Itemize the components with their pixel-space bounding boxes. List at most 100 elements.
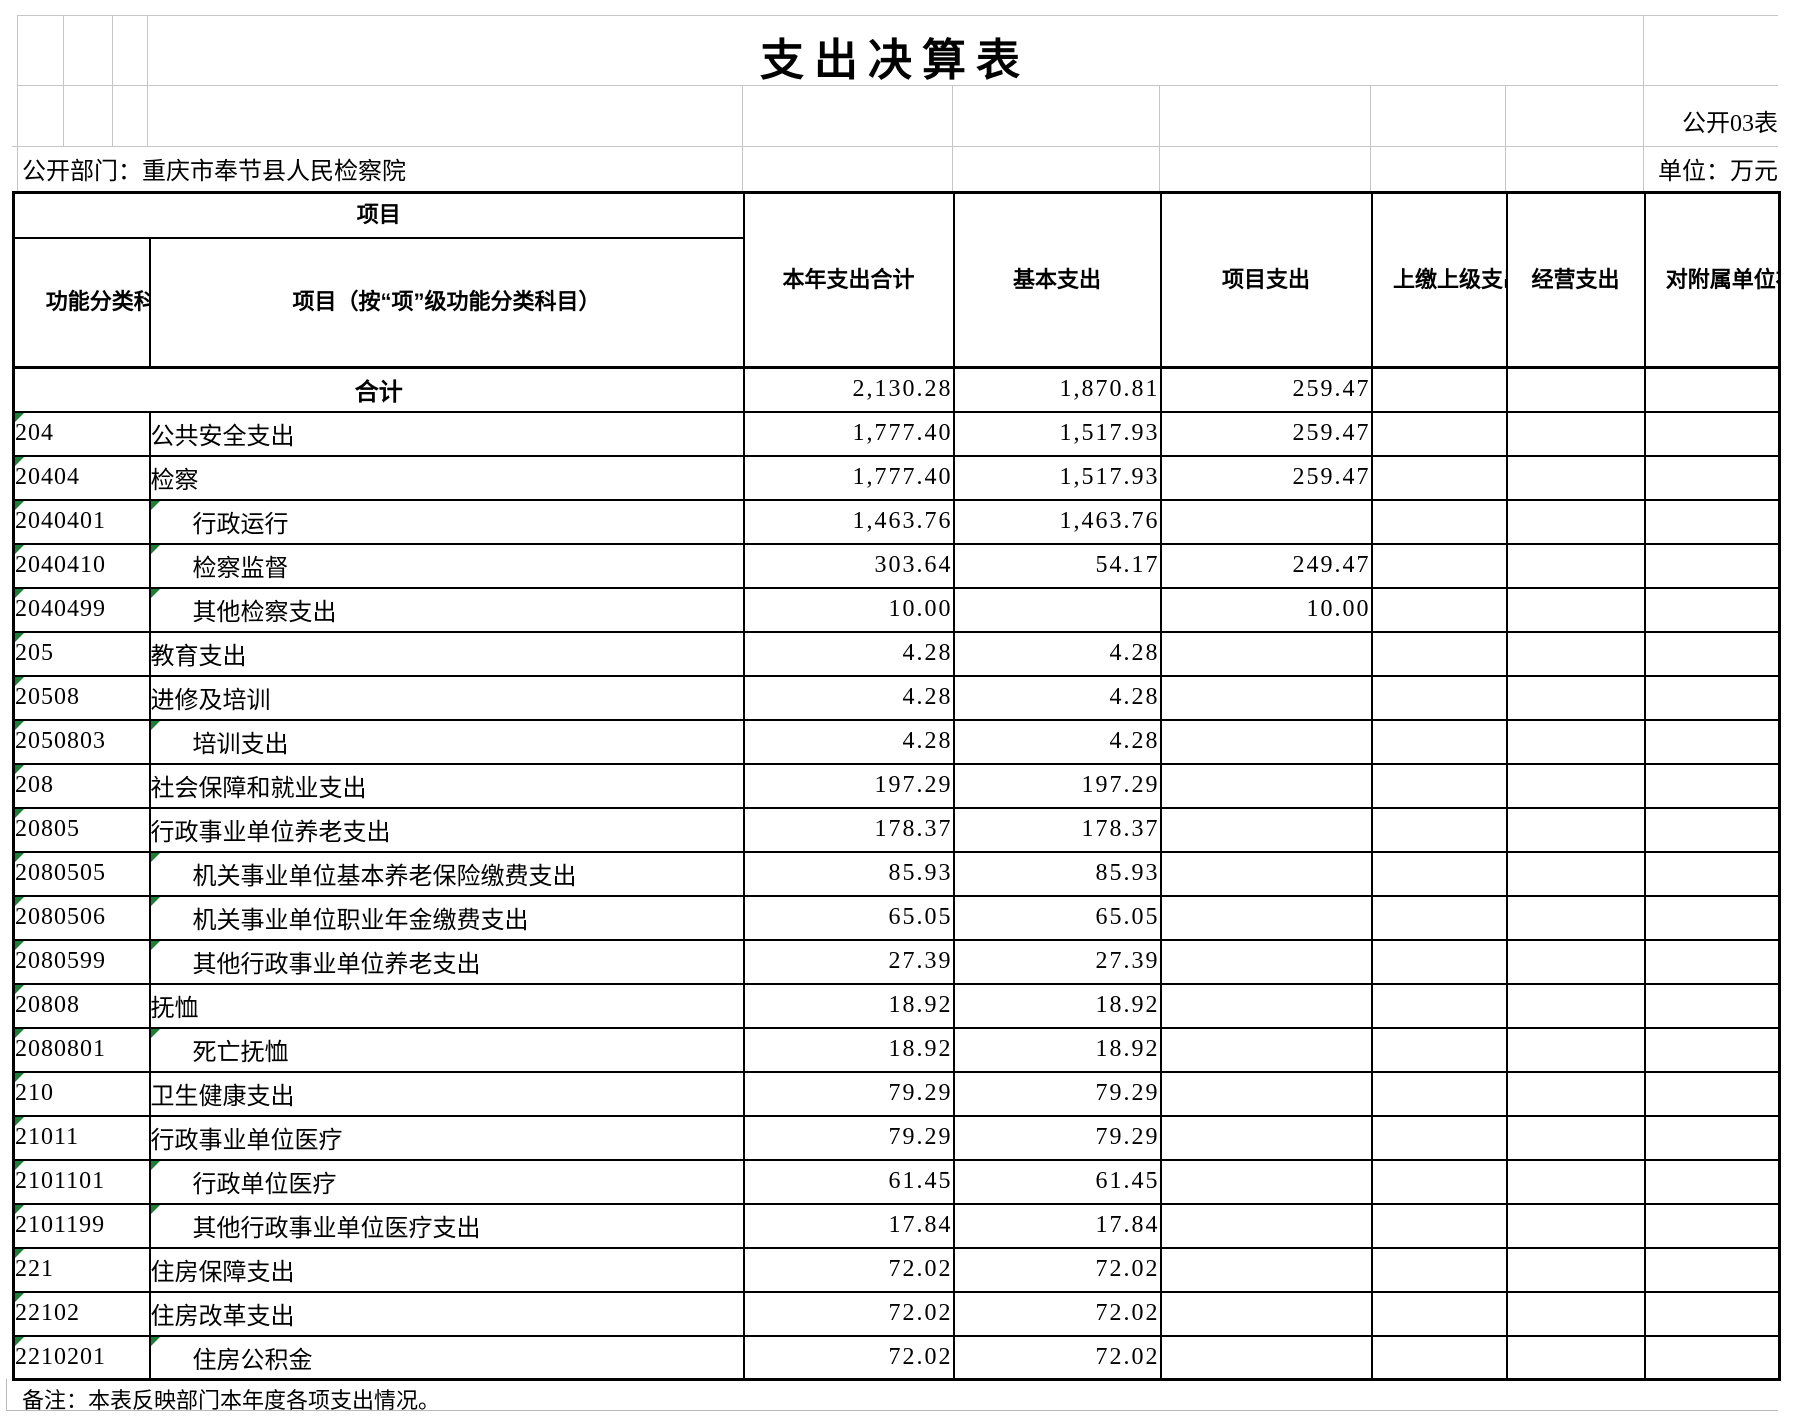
- cell-total-expenditure: 1,777.40: [742, 454, 955, 501]
- cell-function-code: 221: [12, 1246, 151, 1293]
- text-format-flag-triangle-icon: [151, 589, 160, 598]
- total-row-project: 259.47: [1159, 366, 1373, 413]
- cell-item-name: 住房公积金: [148, 1334, 745, 1381]
- cell-function-code: 2080505: [12, 850, 151, 897]
- cell-upper-level-expenditure: [1370, 938, 1508, 985]
- cell-project-expenditure: [1159, 674, 1373, 721]
- department-label: 公开部门：重庆市奉节县人民检察院: [22, 159, 406, 185]
- cell-function-code: 22102: [12, 1290, 151, 1337]
- cell-project-expenditure: [1159, 1334, 1373, 1381]
- cell-item-name: 教育支出: [148, 630, 745, 677]
- cell-upper-level-expenditure: [1370, 586, 1508, 633]
- text-format-flag-triangle-icon: [15, 853, 24, 862]
- cell-operating-expenditure: [1505, 806, 1646, 853]
- grid-line: [6, 1379, 7, 1410]
- cell-total-expenditure: 72.02: [742, 1290, 955, 1337]
- cell-item-name: 卫生健康支出: [148, 1070, 745, 1117]
- cell-item-name: 行政事业单位养老支出: [148, 806, 745, 853]
- cell-project-expenditure: [1159, 498, 1373, 545]
- text-format-flag-triangle-icon: [15, 1073, 24, 1082]
- cell-operating-expenditure: [1505, 1334, 1646, 1381]
- cell-operating-expenditure: [1505, 1246, 1646, 1293]
- cell-subsidy-expenditure: [1643, 982, 1781, 1029]
- cell-subsidy-expenditure: [1643, 1334, 1781, 1381]
- cell-total-expenditure: 303.64: [742, 542, 955, 589]
- table-row: 2101199 其他行政事业单位医疗支出 17.84 17.84: [12, 1202, 1781, 1249]
- cell-function-code: 2040499: [12, 586, 151, 633]
- cell-subsidy-expenditure: [1643, 938, 1781, 985]
- cell-basic-expenditure: [952, 586, 1162, 633]
- cell-function-code: 20805: [12, 806, 151, 853]
- total-row-basic: 1,870.81: [952, 366, 1162, 413]
- cell-total-expenditure: 178.37: [742, 806, 955, 853]
- cell-item-name: 检察监督: [148, 542, 745, 589]
- cell-operating-expenditure: [1505, 454, 1646, 501]
- cell-subsidy-expenditure: [1643, 718, 1781, 765]
- cell-operating-expenditure: [1505, 1026, 1646, 1073]
- cell-item-name: 其他行政事业单位养老支出: [148, 938, 745, 985]
- grid-line: [17, 15, 1778, 16]
- cell-item-name: 行政运行: [148, 498, 745, 545]
- total-row-upper: [1370, 366, 1508, 413]
- total-row-operating: [1505, 366, 1646, 413]
- cell-function-code: 2080599: [12, 938, 151, 985]
- table-row: 20808 抚恤 18.92 18.92: [12, 982, 1781, 1029]
- cell-basic-expenditure: 65.05: [952, 894, 1162, 941]
- text-format-flag-triangle-icon: [15, 941, 24, 950]
- cell-upper-level-expenditure: [1370, 1246, 1508, 1293]
- cell-upper-level-expenditure: [1370, 1114, 1508, 1161]
- cell-project-expenditure: 259.47: [1159, 410, 1373, 457]
- cell-total-expenditure: 1,777.40: [742, 410, 955, 457]
- cell-upper-level-expenditure: [1370, 1070, 1508, 1117]
- cell-project-expenditure: [1159, 982, 1373, 1029]
- cell-subsidy-expenditure: [1643, 806, 1781, 853]
- cell-function-code: 2040410: [12, 542, 151, 589]
- cell-upper-level-expenditure: [1370, 674, 1508, 721]
- cell-project-expenditure: [1159, 1026, 1373, 1073]
- grid-line: [112, 15, 113, 146]
- text-format-flag-triangle-icon: [15, 589, 24, 598]
- note-text: 备注：本表反映部门本年度各项支出情况。: [22, 1388, 441, 1413]
- cell-subsidy-expenditure: [1643, 454, 1781, 501]
- cell-item-name: 住房保障支出: [148, 1246, 745, 1293]
- cell-upper-level-expenditure: [1370, 806, 1508, 853]
- table-row: 2040499 其他检察支出 10.00 10.00: [12, 586, 1781, 633]
- text-format-flag-triangle-icon: [15, 457, 24, 466]
- cell-subsidy-expenditure: [1643, 1246, 1781, 1293]
- cell-item-name: 培训支出: [148, 718, 745, 765]
- cell-item-name: 行政事业单位医疗: [148, 1114, 745, 1161]
- cell-subsidy-expenditure: [1643, 498, 1781, 545]
- cell-operating-expenditure: [1505, 938, 1646, 985]
- grid-line: [952, 85, 953, 191]
- cell-subsidy-expenditure: [1643, 542, 1781, 589]
- cell-function-code: 20808: [12, 982, 151, 1029]
- text-format-flag-triangle-icon: [15, 677, 24, 686]
- table-row: 2040410 检察监督 303.64 54.17 249.47: [12, 542, 1781, 589]
- cell-subsidy-expenditure: [1643, 630, 1781, 677]
- table-row: 204 公共安全支出 1,777.40 1,517.93 259.47: [12, 410, 1781, 457]
- cell-basic-expenditure: 18.92: [952, 982, 1162, 1029]
- cell-item-name: 死亡抚恤: [148, 1026, 745, 1073]
- cell-upper-level-expenditure: [1370, 1202, 1508, 1249]
- page-title: 支出决算表: [760, 36, 1030, 85]
- text-format-flag-triangle-icon: [15, 545, 24, 554]
- text-format-flag-triangle-icon: [151, 897, 160, 906]
- grid-line: [17, 85, 1778, 86]
- cell-total-expenditure: 18.92: [742, 982, 955, 1029]
- cell-total-expenditure: 4.28: [742, 630, 955, 677]
- cell-basic-expenditure: 17.84: [952, 1202, 1162, 1249]
- cell-item-name: 公共安全支出: [148, 410, 745, 457]
- cell-project-expenditure: 10.00: [1159, 586, 1373, 633]
- text-format-flag-triangle-icon: [15, 1029, 24, 1038]
- cell-item-name: 住房改革支出: [148, 1290, 745, 1337]
- cell-upper-level-expenditure: [1370, 850, 1508, 897]
- cell-basic-expenditure: 72.02: [952, 1334, 1162, 1381]
- cell-basic-expenditure: 1,517.93: [952, 410, 1162, 457]
- text-format-flag-triangle-icon: [151, 1205, 160, 1214]
- form-code-label: 公开03表: [1682, 111, 1778, 137]
- table-row: 205 教育支出 4.28 4.28: [12, 630, 1781, 677]
- table-row: 20508 进修及培训 4.28 4.28: [12, 674, 1781, 721]
- text-format-flag-triangle-icon: [15, 1161, 24, 1170]
- cell-function-code: 2101199: [12, 1202, 151, 1249]
